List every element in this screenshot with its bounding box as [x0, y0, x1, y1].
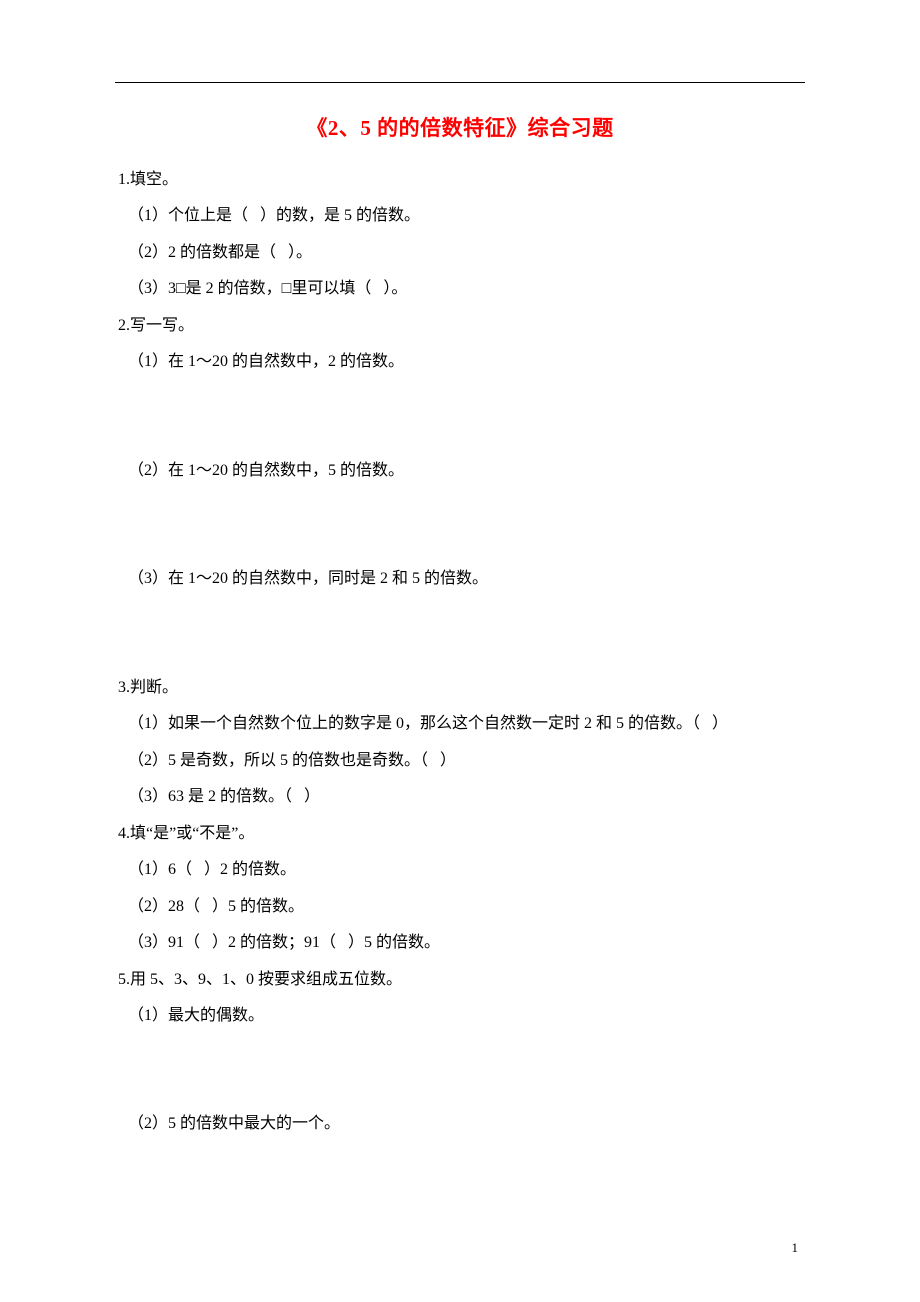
q2-sub-2: （2）在 1～20 的自然数中，5 的倍数。 [118, 453, 802, 489]
q5-sub-2: （2）5 的倍数中最大的一个。 [118, 1106, 802, 1142]
q3-sub-1: （1）如果一个自然数个位上的数字是 0，那么这个自然数一定时 2 和 5 的倍数… [118, 706, 802, 742]
q3-heading: 3.判断。 [118, 670, 802, 706]
q5-heading: 5.用 5、3、9、1、0 按要求组成五位数。 [118, 962, 802, 998]
q4-sub-3: （3）91（ ）2 的倍数；91（ ）5 的倍数。 [118, 925, 802, 961]
page-number: 1 [792, 1240, 799, 1256]
document-body: 1.填空。 （1）个位上是（ ）的数，是 5 的倍数。 （2）2 的倍数都是（ … [118, 162, 802, 1143]
q1-heading: 1.填空。 [118, 162, 802, 198]
q4-heading: 4.填“是”或“不是”。 [118, 816, 802, 852]
document-title: 《2、5 的的倍数特征》综合习题 [0, 112, 920, 142]
q4-sub-2: （2）28（ ）5 的倍数。 [118, 889, 802, 925]
answer-space [118, 598, 802, 670]
worksheet-page: 《2、5 的的倍数特征》综合习题 1.填空。 （1）个位上是（ ）的数，是 5 … [0, 0, 920, 1302]
q4-sub-1: （1）6（ ）2 的倍数。 [118, 852, 802, 888]
q5-sub-1: （1）最大的偶数。 [118, 998, 802, 1034]
q2-sub-3: （3）在 1～20 的自然数中，同时是 2 和 5 的倍数。 [118, 561, 802, 597]
q1-sub-3: （3）3□是 2 的倍数，□里可以填（ ）。 [118, 271, 802, 307]
header-rule [115, 82, 805, 83]
answer-space [118, 381, 802, 453]
answer-space [118, 1034, 802, 1106]
q1-sub-2: （2）2 的倍数都是（ ）。 [118, 235, 802, 271]
q3-sub-2: （2）5 是奇数，所以 5 的倍数也是奇数。（ ） [118, 743, 802, 779]
q2-sub-1: （1）在 1～20 的自然数中，2 的倍数。 [118, 344, 802, 380]
q2-heading: 2.写一写。 [118, 308, 802, 344]
q3-sub-3: （3）63 是 2 的倍数。（ ） [118, 779, 802, 815]
q1-sub-1: （1）个位上是（ ）的数，是 5 的倍数。 [118, 198, 802, 234]
answer-space [118, 489, 802, 561]
